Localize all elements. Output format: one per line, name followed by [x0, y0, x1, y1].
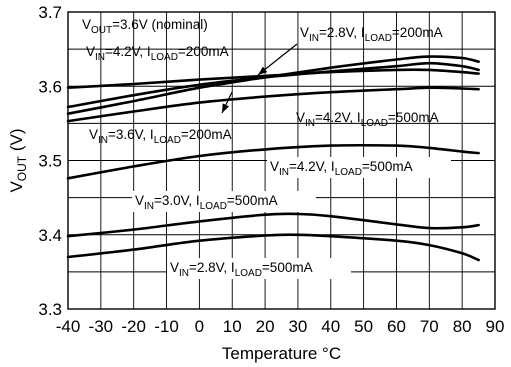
x-tick-label: 0	[195, 317, 204, 336]
x-tick-label: -40	[56, 317, 81, 336]
annotation-arrowhead	[222, 103, 230, 113]
x-tick-label: 20	[256, 317, 275, 336]
series-layer	[66, 55, 480, 262]
x-tick-label: 60	[387, 317, 406, 336]
x-tick-label: 10	[223, 317, 242, 336]
series-line-1	[66, 55, 480, 115]
y-axis-title: VOUT (V)	[7, 128, 29, 192]
x-axis-title: Temperature °C	[222, 344, 341, 363]
series-annotation: VIN=4.2V, ILOAD=200mA	[86, 44, 229, 63]
annotation-arrowhead	[258, 66, 268, 75]
series-line-7	[66, 233, 480, 262]
y-tick-label: 3.6	[38, 77, 62, 96]
x-tick-label: 50	[354, 317, 373, 336]
series-line-4	[66, 86, 480, 123]
series-line-3	[66, 68, 480, 89]
x-tick-label: 40	[321, 317, 340, 336]
series-line-5	[66, 143, 480, 180]
y-tick-label: 3.7	[38, 3, 62, 22]
series-annotation: VOUT=3.6V (nominal)	[82, 17, 208, 36]
x-tick-label: 90	[486, 317, 505, 336]
series-line-6	[66, 212, 480, 238]
series-annotation: VIN=4.2V, ILOAD=500mA	[296, 110, 439, 129]
x-tick-label: 70	[420, 317, 439, 336]
y-tick-label: 3.4	[38, 226, 62, 245]
tick-layer: -40 -30 -20 -10 0 10 20 30 40 50 60 70 80 90 3.3 3.4 3.5…	[38, 3, 504, 336]
x-tick-label: 30	[288, 317, 307, 336]
series-annotation: VIN=3.0V, ILOAD=500mA	[135, 193, 278, 212]
y-tick-label: 3.5	[38, 152, 62, 171]
annotation-background	[267, 157, 451, 178]
annotation-background	[167, 258, 351, 279]
series-annotation: VIN=2.8V, ILOAD=500mA	[170, 260, 313, 279]
annotation-background	[132, 191, 316, 212]
x-tick-label: -20	[121, 317, 146, 336]
series-annotation: VIN=3.6V, ILOAD=200mA	[89, 127, 232, 146]
y-tick-label: 3.3	[38, 300, 62, 319]
series-annotation: VIN=2.8V, ILOAD=200mA	[300, 25, 443, 44]
leader-layer	[221, 43, 298, 114]
plot-frame	[67, 11, 496, 310]
series-annotation: VIN=4.2V, ILOAD=500mA	[270, 159, 413, 178]
x-tick-label: 80	[453, 317, 472, 336]
x-tick-label: -10	[154, 317, 179, 336]
x-tick-label: -30	[89, 317, 114, 336]
label-layer: VOUT=3.6V (nominal) VIN=4.2V, ILOAD=200mA…	[82, 17, 451, 279]
